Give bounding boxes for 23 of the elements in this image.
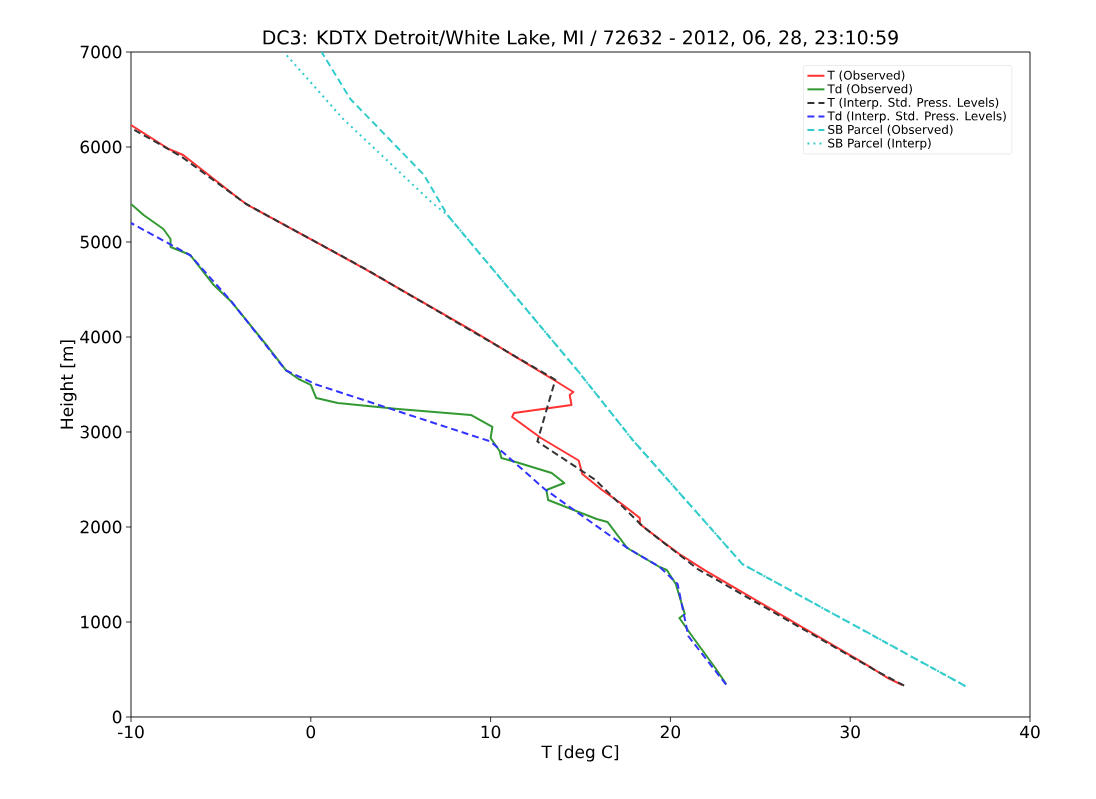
chart-title: DC3: KDTX Detroit/White Lake, MI / 72632 - 2012, 06, 28, 23:10:59 [263,29,898,47]
y-tick-label: 4000 [80,330,122,344]
x-tick-label: 30 [840,725,860,739]
y-tick-label: 0 [112,710,122,724]
legend-label: Td (Interp. Std. Press. Levels) [827,111,1006,123]
legend-label: Td (Observed) [827,84,912,95]
x-tick-label: 10 [481,725,501,739]
x-tick-label: -10 [118,725,144,739]
y-tick-label: 3000 [80,425,122,439]
y-axis-title: Height [m] [60,340,77,429]
y-tick-label: 2000 [80,520,122,534]
legend-label: T (Observed) [827,70,905,82]
legend-label: T (Interp. Std. Press. Levels) [827,97,999,110]
y-tick-label: 7000 [80,45,122,59]
x-tick-label: 0 [306,725,316,739]
x-tick-label: 40 [1020,725,1040,739]
y-tick-label: 1000 [81,615,122,629]
y-tick-label: 6000 [80,140,122,154]
x-tick-label: 20 [660,725,681,739]
legend-label: SB Parcel (Observed) [828,124,953,136]
legend-label: SB Parcel (Interp) [828,138,931,150]
x-axis-title: T [deg C] [541,745,619,762]
y-tick-label: 5000 [80,235,122,249]
